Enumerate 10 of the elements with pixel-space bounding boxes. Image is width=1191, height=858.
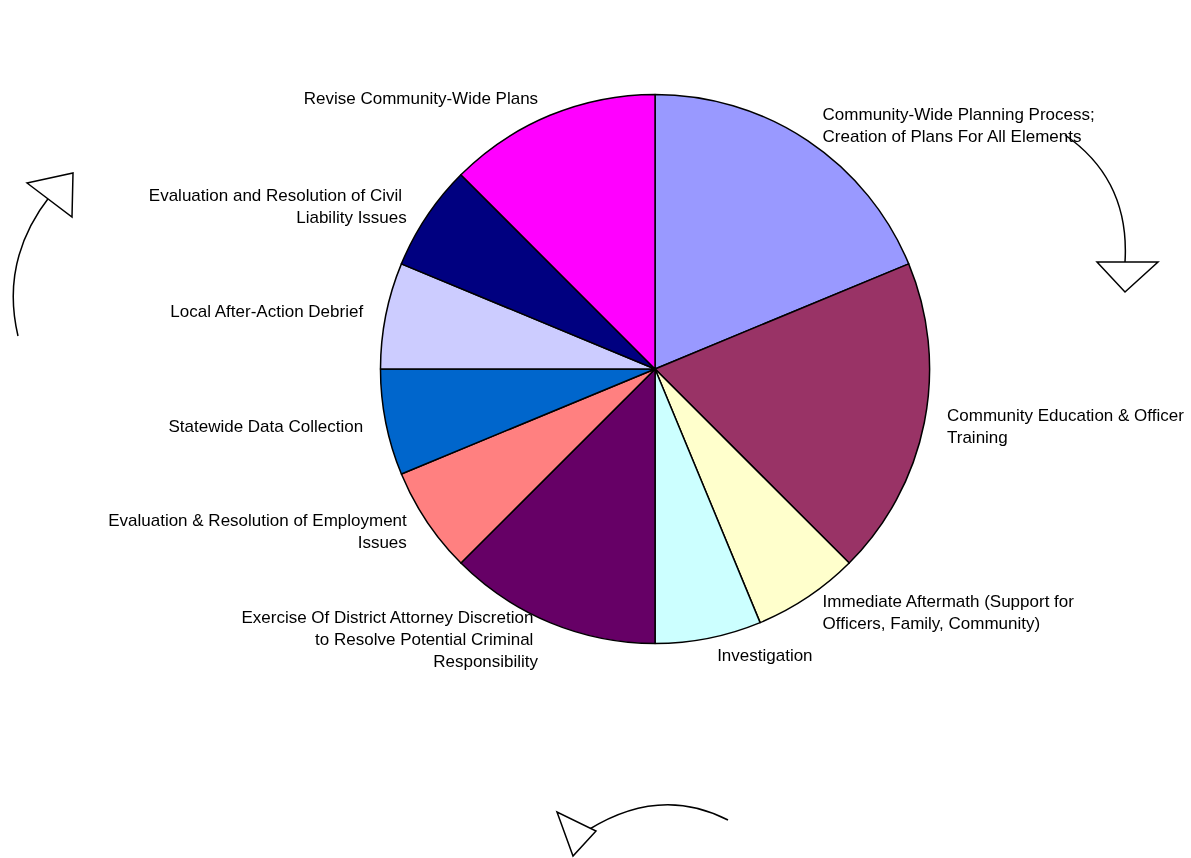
slice-label: Revise Community-Wide Plans	[303, 89, 539, 109]
slice-label: Exercise Of District Attorney Discretion to Resolve Potential Criminal Responsibility	[241, 607, 539, 671]
slice-label: Local After-Action Debrief	[170, 302, 364, 322]
slice-label: Community-Wide Planning Process; Creation of Plans For All Elements	[822, 105, 1100, 147]
slice-label: Statewide Data Collection	[168, 416, 364, 436]
slice-label: Immediate Aftermath (Support for Officers, Family, Community)	[822, 591, 1079, 633]
slice-label: Evaluation & Resolution of Employment Issues	[108, 510, 408, 552]
slice-label: Community Education & Officer Training	[946, 405, 1189, 447]
slice-label: Evaluation and Resolution of Civil Liability Issues	[148, 185, 407, 227]
slice-label: Investigation	[717, 646, 813, 666]
